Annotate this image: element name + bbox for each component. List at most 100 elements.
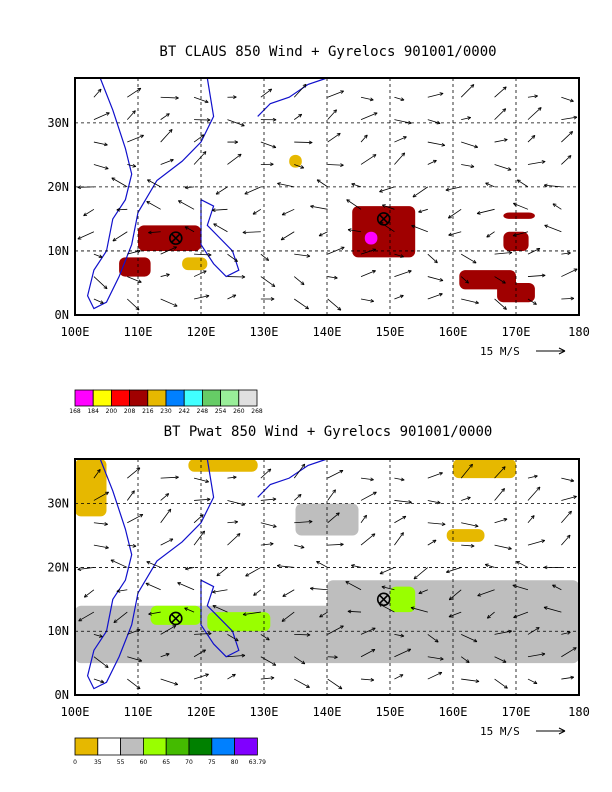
wind-vector	[277, 565, 295, 568]
wind-vector	[327, 489, 336, 501]
wind-vector-head	[300, 281, 305, 286]
wind-vector-head	[131, 490, 135, 495]
wind-vector-head	[381, 204, 386, 208]
wind-vector-head	[370, 477, 374, 482]
wind-vector	[213, 223, 228, 233]
wind-vector	[427, 119, 441, 124]
x-tick-label: 170E	[502, 325, 531, 339]
wind-vector	[494, 488, 505, 501]
wind-vector-head	[332, 489, 336, 494]
wind-vector	[418, 208, 428, 213]
x-tick-label: 120E	[187, 325, 216, 339]
wind-vector-head	[241, 275, 246, 279]
wind-vector	[360, 248, 376, 255]
wind-vector	[513, 202, 529, 210]
wind-vector	[327, 246, 345, 255]
wind-vector	[561, 676, 574, 680]
wind-vector-head	[503, 138, 508, 142]
wind-vector	[527, 475, 538, 479]
wind-vector	[160, 113, 170, 120]
wind-vector	[561, 477, 574, 482]
wind-vector	[485, 564, 495, 568]
colorbar-swatch	[129, 389, 149, 407]
wind-vector	[327, 469, 344, 479]
wind-vector-head	[438, 671, 443, 676]
wind-vector	[260, 656, 277, 666]
wind-vector-head	[98, 634, 103, 638]
wind-vector-head	[78, 617, 83, 622]
wind-vector	[527, 678, 538, 684]
wind-vector	[146, 561, 161, 568]
colorbar-label: 200	[106, 408, 118, 415]
gyre-location-marker	[169, 611, 183, 626]
wind-vector-head	[544, 224, 549, 229]
wind-vector-head	[205, 294, 210, 299]
wind-vector	[160, 508, 172, 524]
wind-vector	[194, 253, 212, 256]
wind-vector-head	[242, 612, 247, 617]
wind-vector-head	[402, 136, 407, 140]
wind-vector-head	[205, 479, 209, 483]
wind-vector	[461, 544, 475, 547]
wind-vector-head	[280, 236, 285, 241]
wind-vector	[93, 634, 103, 638]
wind-vector	[310, 205, 328, 210]
colorbar-label: 248	[197, 408, 209, 415]
wind-vector-head	[166, 273, 170, 277]
wind-vector-head	[411, 224, 416, 229]
colorbar-swatch	[188, 737, 213, 756]
wind-vector-head	[136, 685, 141, 690]
wind-vector-head	[573, 268, 578, 272]
wind-vector	[127, 298, 140, 311]
wind-vector-head	[334, 655, 338, 660]
wind-vector	[281, 208, 295, 216]
wind-vector	[193, 673, 209, 680]
wind-vector	[494, 139, 508, 143]
wind-vector-head	[351, 182, 356, 187]
wind-vector-head	[276, 564, 281, 568]
wind-vector-head	[513, 614, 518, 619]
wind-vector	[394, 532, 404, 546]
panel-1-ref-arrowhead	[558, 347, 566, 355]
wind-vector-head	[501, 488, 505, 492]
wind-vector	[227, 253, 238, 262]
wind-vector	[394, 500, 412, 503]
wind-vector	[160, 476, 179, 479]
wind-vector-head	[434, 638, 439, 643]
colorbar-swatch	[211, 737, 236, 756]
wind-vector	[260, 88, 272, 98]
wind-vector-head	[281, 211, 286, 216]
colorbar-label: 65	[162, 759, 170, 766]
wind-vector-head	[306, 254, 311, 258]
wind-vector	[513, 611, 529, 618]
wind-vector	[293, 83, 307, 98]
wind-vector-head	[370, 678, 375, 682]
wind-vector	[160, 246, 177, 255]
wind-vector	[461, 298, 479, 304]
wind-vector	[93, 164, 109, 170]
x-tick-label: 110E	[124, 705, 153, 719]
colorbar-label: 35	[94, 759, 102, 766]
wind-vector	[561, 534, 571, 546]
wind-vector-head	[112, 237, 117, 242]
wind-vector-head	[369, 97, 374, 102]
wind-vector-head	[270, 676, 275, 680]
wind-vector-head	[400, 97, 405, 102]
wind-vector-head	[136, 467, 141, 472]
wind-vector-head	[501, 280, 506, 284]
wind-vector	[77, 231, 95, 240]
wind-vector-head	[306, 684, 310, 688]
wind-vector	[227, 294, 237, 300]
wind-vector	[552, 584, 562, 591]
x-tick-label: 180	[568, 705, 590, 719]
wind-vector-head	[516, 561, 521, 565]
wind-vector-head	[136, 249, 141, 254]
shaded-region	[150, 605, 201, 625]
wind-vector	[516, 561, 529, 568]
shaded-region	[497, 282, 535, 303]
wind-vector	[527, 515, 535, 524]
shaded-region	[390, 586, 416, 613]
wind-vector	[227, 476, 237, 479]
wind-vector-head	[502, 108, 507, 113]
wind-vector-head	[439, 92, 444, 96]
